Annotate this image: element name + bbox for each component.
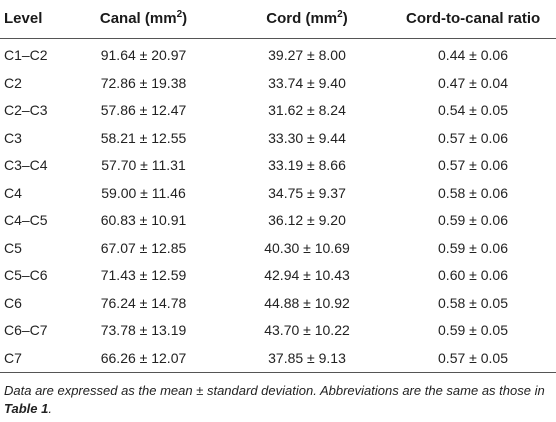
cell-level: C2–C3 (4, 102, 48, 118)
header-canal-sup: 2 (176, 9, 183, 20)
cell-cord: 34.75 ± 9.37 (268, 184, 346, 201)
cell-canal: 58.21 ± 12.55 (100, 129, 187, 146)
cell-cord: 33.19 ± 8.66 (268, 157, 346, 173)
cell-cord: 40.30 ± 10.69 (264, 239, 350, 256)
header-cord-close: ) (342, 10, 348, 27)
table-row: C5 67.07 ± 12.85 40.30 ± 10.69 0.59 ± 0.06 (0, 235, 556, 262)
cell-canal: 57.86 ± 12.47 (100, 102, 187, 118)
table-row: C6–C7 73.78 ± 13.19 43.70 ± 10.22 0.59 ± 0.… (0, 317, 556, 344)
cell-ratio: 0.58 ± 0.05 (438, 294, 508, 311)
cell-ratio: 0.59 ± 0.06 (438, 239, 508, 256)
table-row: C3–C4 57.70 ± 11.31 33.19 ± 8.66 0.57 ± 0.0… (0, 152, 556, 179)
cell-canal: 91.64 ± 20.97 (100, 47, 187, 63)
cell-level: C3 (4, 129, 22, 146)
cell-canal: 66.26 ± 12.07 (100, 349, 187, 366)
table-row: C7 66.26 ± 12.07 37.85 ± 9.13 0.57 ± 0.05 (0, 345, 556, 372)
cell-level: C5 (4, 239, 22, 256)
cell-cord: 36.12 ± 9.20 (268, 212, 346, 228)
table-footnote: Data are expressed as the mean ± standar… (4, 382, 552, 418)
footnote-end: . (48, 401, 52, 416)
cell-level: C4–C5 (4, 212, 48, 228)
cell-level: C6–C7 (4, 322, 48, 338)
cell-canal: 71.43 ± 12.59 (100, 267, 187, 283)
header-cord-text: Cord (mm (266, 10, 338, 27)
cell-cord: 43.70 ± 10.22 (264, 322, 350, 338)
cell-level: C7 (4, 349, 22, 366)
table-row: C4 59.00 ± 11.46 34.75 ± 9.37 0.58 ± 0.06 (0, 180, 556, 207)
cell-level: C1–C2 (4, 47, 48, 63)
cell-canal: 57.70 ± 11.31 (101, 157, 186, 173)
cell-canal: 59.00 ± 11.46 (101, 184, 186, 201)
header-ratio: Cord-to-canal ratio (406, 10, 541, 27)
cell-ratio: 0.47 ± 0.04 (438, 74, 508, 91)
footnote-table-ref: Table 1 (4, 401, 49, 416)
cell-ratio: 0.58 ± 0.06 (438, 184, 508, 201)
cell-cord: 31.62 ± 8.24 (268, 102, 346, 118)
cell-cord: 42.94 ± 10.43 (264, 267, 350, 283)
cell-ratio: 0.59 ± 0.05 (438, 322, 508, 338)
table-row: C2 72.86 ± 19.38 33.74 ± 9.40 0.47 ± 0.04 (0, 70, 556, 97)
cell-canal: 60.83 ± 10.91 (100, 212, 187, 228)
bottom-rule (0, 372, 556, 373)
cell-level: C3–C4 (4, 157, 48, 173)
cell-canal: 67.07 ± 12.85 (100, 239, 187, 256)
header-canal-text: Canal (mm (99, 10, 177, 27)
cell-ratio: 0.54 ± 0.05 (438, 102, 508, 118)
table-row: C3 58.21 ± 12.55 33.30 ± 9.44 0.57 ± 0.06 (0, 125, 556, 152)
header-rule (0, 38, 556, 39)
cell-ratio: 0.57 ± 0.06 (438, 157, 508, 173)
cell-cord: 33.74 ± 9.40 (268, 74, 346, 91)
cell-cord: 37.85 ± 9.13 (268, 349, 346, 366)
header-level: Level (4, 10, 43, 27)
table-row: C6 76.24 ± 14.78 44.88 ± 10.92 0.58 ± 0.05 (0, 290, 556, 317)
cell-canal: 72.86 ± 19.38 (100, 74, 187, 91)
cell-level: C5–C6 (4, 267, 48, 283)
cell-ratio: 0.60 ± 0.06 (438, 267, 508, 283)
header-cord-sup: 2 (337, 9, 343, 20)
cell-ratio: 0.44 ± 0.06 (438, 47, 508, 63)
cell-ratio: 0.57 ± 0.05 (438, 349, 508, 366)
cell-cord: 44.88 ± 10.92 (264, 294, 350, 311)
header-canal: Canal (mm2) (70, 0, 217, 38)
cell-level: C6 (4, 294, 22, 311)
footnote-text: Data are expressed as the mean ± standar… (4, 383, 545, 398)
header-cord: Cord (mm2) (232, 0, 382, 38)
cell-cord: 39.27 ± 8.00 (268, 47, 346, 63)
table-row: C1–C2 91.64 ± 20.97 39.27 ± 8.00 0.44 ± 0.0… (0, 42, 556, 69)
table-row: C5–C6 71.43 ± 12.59 42.94 ± 10.43 0.60 ± 0.… (0, 262, 556, 289)
cell-level: C4 (4, 184, 22, 201)
cell-canal: 76.24 ± 14.78 (100, 294, 187, 311)
table-row: C2–C3 57.86 ± 12.47 31.62 ± 8.24 0.54 ± 0.0… (0, 97, 556, 124)
header-canal-close: ) (182, 10, 188, 27)
cell-cord: 33.30 ± 9.44 (268, 129, 346, 146)
cell-ratio: 0.57 ± 0.06 (438, 129, 508, 146)
cell-ratio: 0.59 ± 0.06 (438, 212, 508, 228)
cell-canal: 73.78 ± 13.19 (100, 322, 187, 338)
cell-level: C2 (4, 74, 22, 91)
table-row: C4–C5 60.83 ± 10.91 36.12 ± 9.20 0.59 ± 0.0… (0, 207, 556, 234)
